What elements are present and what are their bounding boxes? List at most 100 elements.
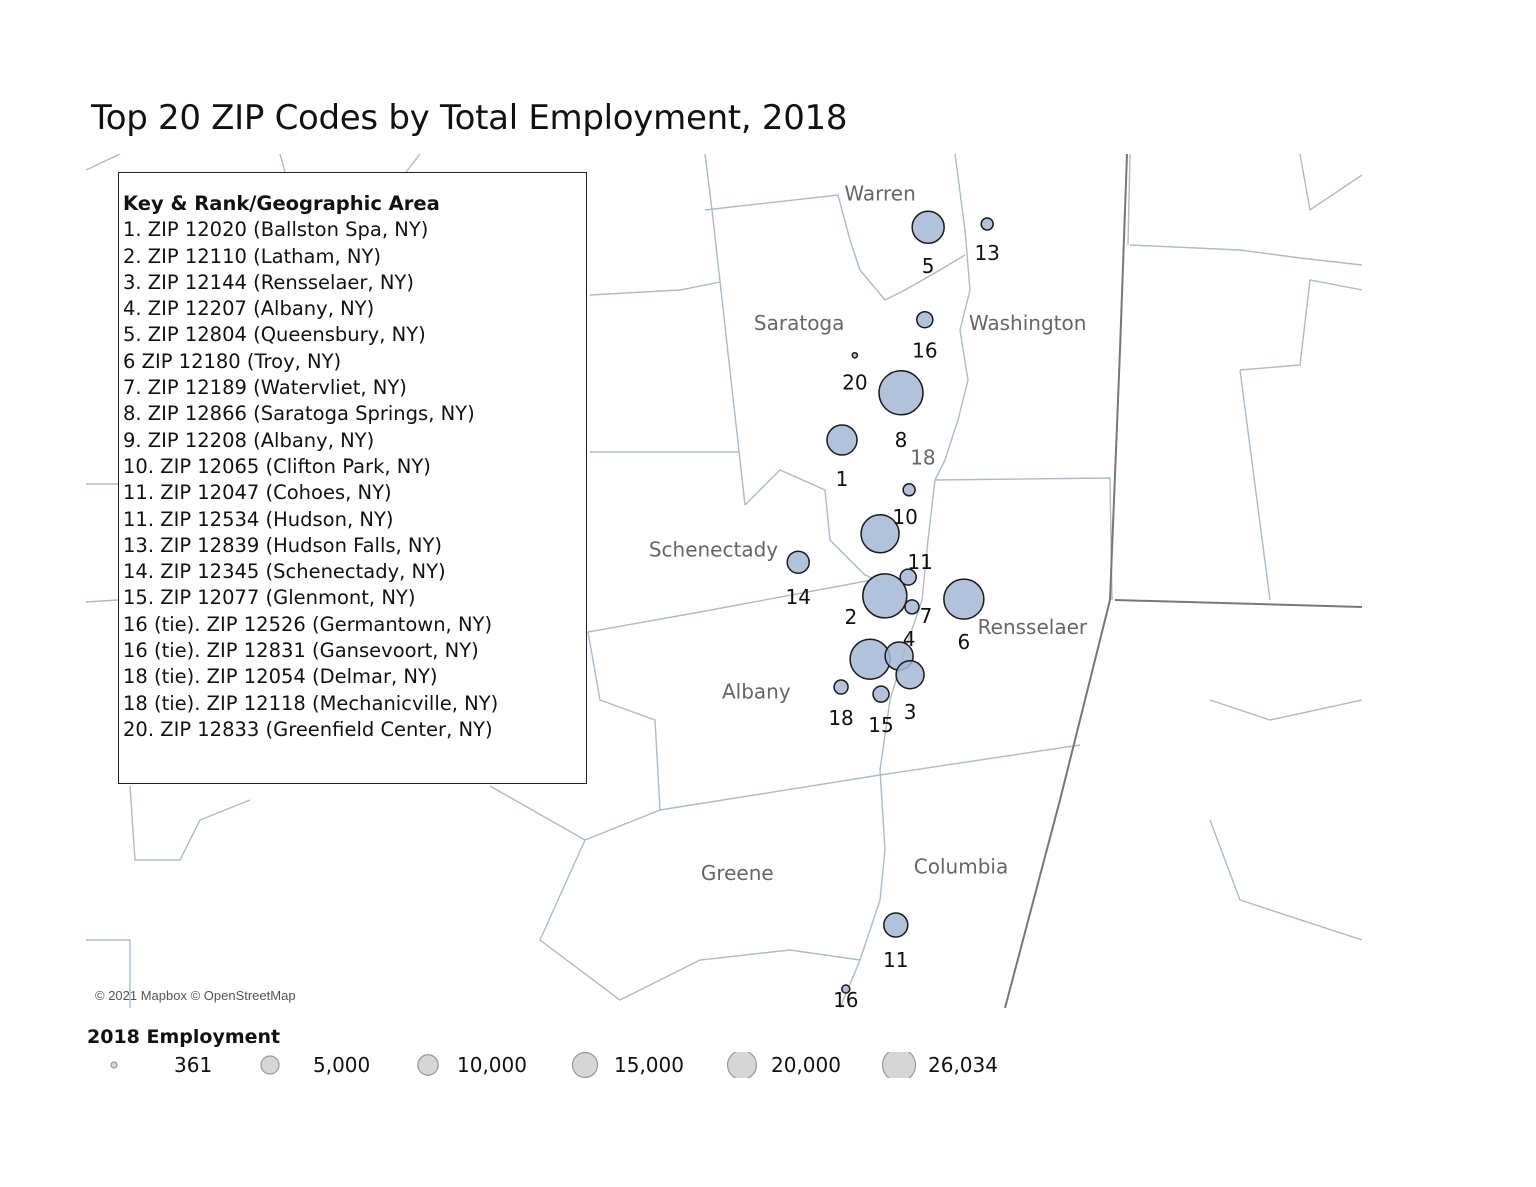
zip-marker[interactable] (878, 370, 924, 416)
key-item: 8. ZIP 12866 (Saratoga Springs, NY) (123, 402, 475, 426)
key-item: 18 (tie). ZIP 12118 (Mechanicville, NY) (123, 691, 499, 715)
rank-label: 16 (912, 339, 937, 363)
county-label: Washington (969, 311, 1087, 335)
zip-marker[interactable] (895, 660, 925, 690)
key-box: Key & Rank/Geographic Area 1. ZIP 12020 … (118, 172, 587, 784)
county-boundary (86, 599, 119, 603)
rank-label: 1 (836, 467, 849, 491)
county-label: Saratoga (754, 311, 844, 335)
key-item: 7. ZIP 12189 (Watervliet, NY) (123, 376, 407, 400)
rank-label: 4 (903, 627, 916, 651)
key-item: 15. ZIP 12077 (Glenmont, NY) (123, 586, 416, 610)
key-item: 9. ZIP 12208 (Albany, NY) (123, 428, 375, 452)
county-boundary (584, 809, 661, 841)
county-label: Rensselaer (978, 615, 1088, 639)
rank-label: 3 (904, 700, 917, 724)
county-boundaries (86, 154, 1362, 1008)
county-boundary (704, 154, 746, 506)
size-legend-circle (260, 1055, 280, 1075)
size-legend-circle (110, 1061, 118, 1069)
zip-marker[interactable] (862, 573, 908, 619)
zip-marker[interactable] (943, 578, 985, 620)
zip-marker[interactable] (911, 210, 945, 244)
county-boundary (1239, 369, 1271, 601)
county-label: Warren (844, 182, 915, 206)
zip-marker[interactable] (786, 550, 810, 574)
map-credit: © 2021 Mapbox © OpenStreetMap (95, 988, 296, 1003)
zip-marker[interactable] (916, 310, 934, 329)
size-legend-circle (881, 1052, 917, 1078)
county-label: Schenectady (649, 537, 778, 561)
size-legend-circle (417, 1054, 439, 1076)
zip-marker[interactable] (904, 599, 920, 615)
zip-marker[interactable] (851, 351, 859, 359)
zip-marker[interactable] (899, 568, 917, 586)
rank-label: 2 (844, 605, 857, 629)
county-label: Greene (701, 861, 774, 885)
county-boundary (589, 281, 721, 296)
county-label: Albany (722, 680, 791, 704)
county-boundary (1239, 279, 1362, 371)
rank-label: 6 (957, 630, 970, 654)
size-legend-label: 20,000 (771, 1053, 841, 1077)
county-boundary (744, 469, 883, 583)
county-boundary (86, 939, 131, 1008)
county-boundary (1129, 244, 1362, 266)
county-boundary (86, 154, 121, 171)
rank-label: 11 (907, 550, 932, 574)
key-item: 5. ZIP 12804 (Queensbury, NY) (123, 323, 426, 347)
zip-marker[interactable] (826, 424, 858, 456)
key-item: 11. ZIP 12534 (Hudson, NY) (123, 507, 394, 531)
state-boundary (1004, 154, 1128, 1008)
zip-marker[interactable] (849, 638, 891, 680)
key-item: 20. ZIP 12833 (Greenfield Center, NY) (123, 717, 493, 741)
key-item: 4. ZIP 12207 (Albany, NY) (123, 297, 375, 321)
county-boundary (704, 194, 966, 301)
key-item: 16 (tie). ZIP 12831 (Gansevoort, NY) (123, 639, 479, 663)
zip-marker[interactable] (833, 679, 849, 695)
zip-marker[interactable] (883, 912, 909, 938)
key-item: 6 ZIP 12180 (Troy, NY) (123, 349, 342, 373)
zip-marker[interactable] (860, 514, 900, 554)
zip-marker[interactable] (980, 217, 994, 231)
rank-label: 7 (920, 604, 933, 628)
key-item: 2. ZIP 12110 (Latham, NY) (123, 244, 381, 268)
rank-label: 5 (922, 254, 935, 278)
rank-label: 20 (842, 370, 867, 394)
key-item: 13. ZIP 12839 (Hudson Falls, NY) (123, 533, 443, 557)
county-boundary (1127, 154, 1131, 246)
rank-label: 14 (785, 585, 810, 609)
size-legend-circle (726, 1052, 758, 1078)
county-boundary (587, 579, 873, 633)
county-boundary (1209, 699, 1362, 721)
zip-marker[interactable] (872, 685, 890, 703)
size-legend-label: 26,034 (928, 1053, 998, 1077)
rank-label: 10 (892, 505, 917, 529)
floating-rank-label: 18 (910, 446, 935, 470)
size-legend-label: 361 (174, 1053, 213, 1077)
rank-label: 11 (883, 948, 908, 972)
size-legend-circle (571, 1052, 599, 1078)
county-boundary (1209, 819, 1362, 941)
size-legend-marks (110, 1052, 917, 1078)
zip-marker[interactable] (841, 984, 851, 994)
key-heading: Key & Rank/Geographic Area (123, 192, 440, 215)
key-item: 1. ZIP 12020 (Ballston Spa, NY) (123, 218, 429, 242)
rank-label: 13 (974, 241, 999, 265)
rank-label: 8 (895, 428, 908, 452)
size-legend-label: 10,000 (457, 1053, 527, 1077)
markers: 5 13 16 20 8 1 10 14 11 2 76 4 3 18 15 11 16 (785, 210, 1000, 1012)
county-boundary (129, 785, 251, 861)
rank-label: 15 (868, 713, 893, 737)
county-boundary (539, 839, 861, 1001)
county-boundary (1299, 154, 1362, 212)
zip-marker[interactable] (902, 483, 916, 497)
size-legend-label: 15,000 (614, 1053, 684, 1077)
size-legend-title: 2018 Employment (87, 1026, 281, 1048)
key-item: 3. ZIP 12144 (Rensselaer, NY) (123, 270, 414, 294)
chart-title: Top 20 ZIP Codes by Total Employment, 20… (91, 98, 848, 138)
key-item: 11. ZIP 12047 (Cohoes, NY) (123, 481, 392, 505)
county-boundary (839, 154, 971, 1008)
key-item: 18 (tie). ZIP 12054 (Delmar, NY) (123, 665, 438, 689)
